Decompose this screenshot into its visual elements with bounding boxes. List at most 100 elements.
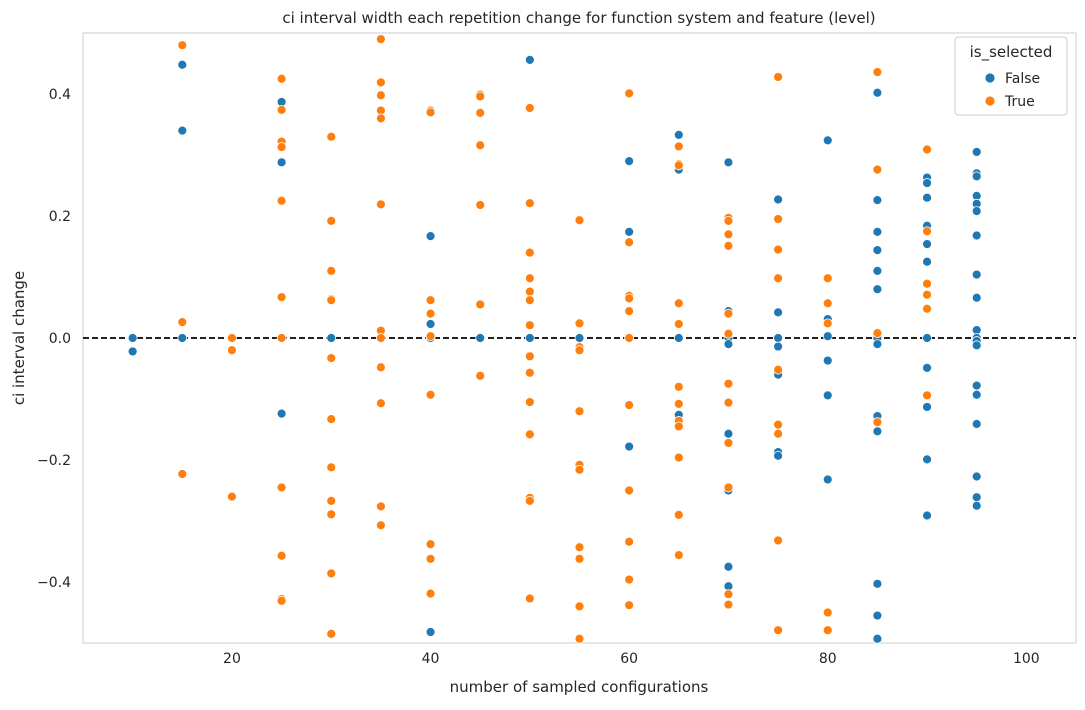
data-point <box>673 398 684 409</box>
legend-label-true: True <box>1004 94 1035 110</box>
data-point <box>673 129 684 140</box>
data-point <box>822 135 833 146</box>
data-point <box>524 593 535 604</box>
data-point <box>326 495 337 506</box>
data-point <box>326 215 337 226</box>
data-point <box>524 198 535 209</box>
data-point <box>922 303 932 314</box>
data-point <box>425 331 436 342</box>
data-point <box>276 482 287 493</box>
data-point <box>971 230 982 241</box>
data-point <box>922 362 932 373</box>
data-point <box>773 214 783 224</box>
data-point <box>574 553 585 564</box>
x-axis-label: number of sampled configurations <box>450 678 709 696</box>
data-point <box>475 370 486 381</box>
data-point <box>524 367 535 378</box>
data-point <box>574 345 585 356</box>
data-point <box>524 429 535 440</box>
data-point <box>375 501 386 512</box>
data-point <box>723 240 734 251</box>
data-point <box>524 320 535 331</box>
data-point <box>524 273 535 284</box>
data-point <box>425 588 436 599</box>
data-point <box>524 333 535 343</box>
data-point <box>971 147 982 157</box>
data-point <box>723 229 734 240</box>
data-point <box>276 550 287 561</box>
data-point <box>276 333 287 343</box>
data-point <box>425 295 436 306</box>
data-point <box>922 402 932 412</box>
x-tick-label: 40 <box>422 651 440 667</box>
data-point <box>673 452 684 463</box>
data-point <box>773 625 783 636</box>
data-point <box>276 596 287 606</box>
data-point <box>773 341 783 352</box>
data-point <box>624 306 635 317</box>
data-point <box>872 67 883 77</box>
data-point <box>822 298 833 309</box>
y-axis-label: ci interval change <box>10 271 28 405</box>
data-point <box>524 295 535 306</box>
y-tick-label: −0.4 <box>37 575 71 591</box>
data-point <box>326 131 337 142</box>
data-point <box>922 333 932 343</box>
data-point <box>673 160 684 171</box>
data-point <box>971 269 982 280</box>
y-tick-label: 0.4 <box>49 87 71 103</box>
data-point <box>574 406 585 417</box>
legend-box <box>954 36 1068 116</box>
data-point <box>127 333 138 343</box>
data-point <box>326 462 337 473</box>
data-point <box>375 113 386 124</box>
data-point <box>375 34 386 44</box>
data-point <box>375 398 386 409</box>
data-point <box>872 578 883 589</box>
series-true <box>177 34 932 644</box>
data-point <box>624 293 635 304</box>
data-point <box>971 419 982 429</box>
data-point <box>822 390 833 401</box>
data-point <box>276 157 287 168</box>
data-point <box>922 239 932 249</box>
data-point <box>922 390 932 401</box>
x-ticks: 20 40 60 80 100 <box>223 651 1040 667</box>
data-point <box>773 273 783 284</box>
data-point <box>574 318 585 329</box>
data-point <box>177 40 188 51</box>
points-group <box>127 34 982 644</box>
legend: is_selected False True <box>954 36 1068 116</box>
data-point <box>922 510 932 521</box>
data-point <box>326 509 337 520</box>
data-point <box>177 125 188 136</box>
data-point <box>922 178 932 188</box>
data-point <box>773 244 783 255</box>
data-point <box>673 421 684 432</box>
data-point <box>475 299 486 310</box>
data-point <box>227 345 237 356</box>
data-point <box>425 627 436 637</box>
data-point <box>822 273 833 284</box>
data-point <box>723 339 734 350</box>
data-point <box>276 104 287 115</box>
data-point <box>971 389 982 400</box>
data-point <box>922 289 932 300</box>
data-point <box>276 292 287 303</box>
data-point <box>375 362 386 373</box>
data-point <box>177 59 188 70</box>
data-point <box>326 333 337 343</box>
data-point <box>574 333 585 343</box>
data-point <box>872 265 883 276</box>
data-point <box>723 561 734 572</box>
data-point <box>624 600 635 611</box>
data-point <box>922 454 932 465</box>
data-point <box>773 419 783 430</box>
data-point <box>524 351 535 362</box>
data-point <box>822 355 833 366</box>
data-point <box>723 397 734 408</box>
data-point <box>475 140 486 151</box>
data-point <box>276 408 287 419</box>
data-point <box>524 286 535 297</box>
